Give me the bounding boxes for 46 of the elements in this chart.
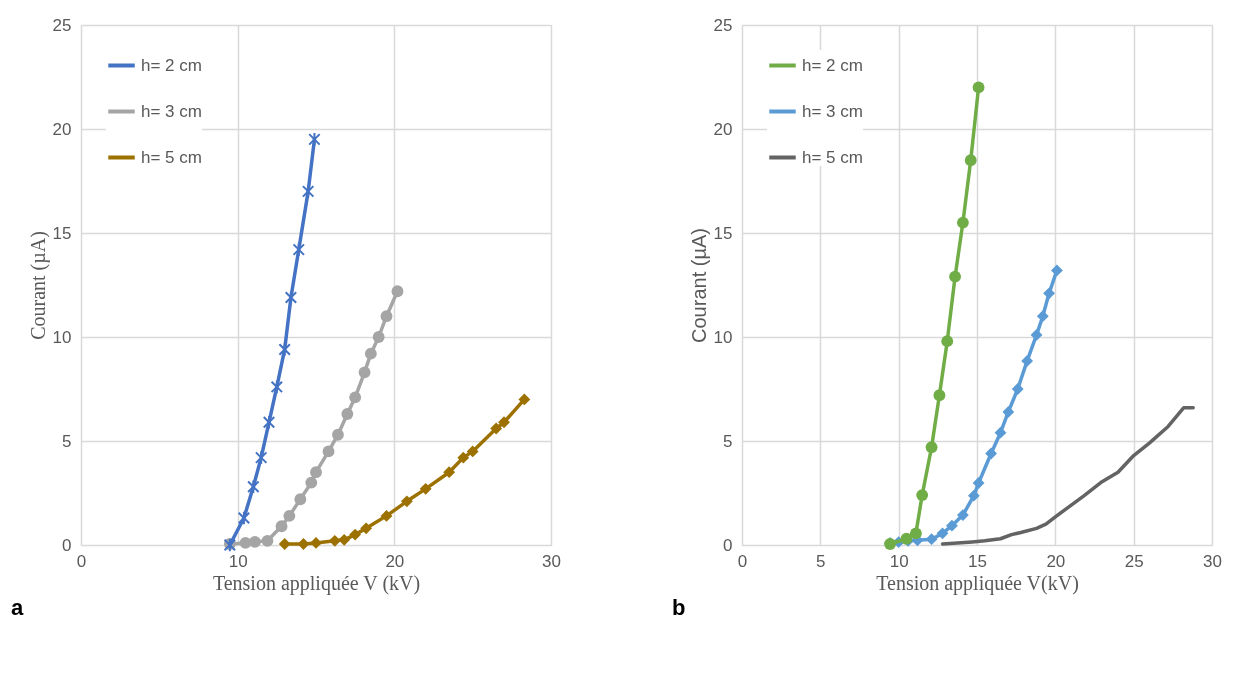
text: a — [11, 595, 24, 620]
x-axis-title: Tension appliquée V(kV) — [876, 571, 1079, 595]
point — [254, 450, 268, 465]
legend-label: h= 3 cm — [802, 101, 863, 121]
y-tick-label: 25 — [713, 15, 733, 35]
x-tick-label: 10 — [889, 551, 909, 571]
y-tick-label: 10 — [713, 327, 733, 347]
x-tick-label: 0 — [76, 551, 87, 571]
legend-label: h= 2 cm — [802, 55, 863, 75]
y-tick-label: 15 — [52, 223, 72, 243]
y-axis-title: Courant (µA) — [26, 231, 50, 340]
legend-label: h= 2 cm — [141, 55, 202, 75]
y-tick-label: 5 — [723, 431, 733, 451]
text: b — [672, 595, 686, 620]
point — [301, 184, 315, 199]
point — [308, 132, 321, 147]
y-tick-label: 15 — [713, 223, 733, 243]
legend-label: h= 5 cm — [141, 147, 202, 167]
x-axis-title: Tension appliquée V (kV) — [212, 571, 421, 595]
y-tick-label: 0 — [723, 535, 733, 555]
y-tick-label: 25 — [52, 15, 72, 35]
y-axis-title: Courant (µA) — [687, 228, 710, 343]
y-tick-label: 0 — [62, 535, 72, 555]
point — [284, 290, 298, 305]
x-tick-label: 30 — [542, 551, 561, 571]
x-tick-label: 5 — [816, 551, 826, 571]
x-tick-label: 20 — [385, 551, 405, 571]
line-series — [940, 405, 1195, 546]
point — [247, 479, 260, 495]
x-tick-label: 30 — [1203, 551, 1222, 571]
x-tick-label: 25 — [1124, 551, 1144, 571]
x-tick-label: 10 — [228, 551, 248, 571]
point — [270, 379, 284, 395]
y-tick-label: 20 — [52, 119, 72, 139]
y-tick-label: 20 — [713, 119, 733, 139]
x-tick-label: 15 — [968, 551, 987, 571]
x-tick-label: 0 — [737, 551, 748, 571]
point — [278, 342, 291, 357]
legend-label: h= 5 cm — [802, 147, 863, 167]
x-tick-label: 20 — [1046, 551, 1066, 571]
y-tick-label: 5 — [62, 431, 72, 451]
point — [262, 414, 276, 430]
legend-label: h= 3 cm — [141, 101, 202, 121]
point — [237, 510, 251, 526]
y-tick-label: 10 — [52, 327, 72, 347]
point — [292, 242, 306, 257]
